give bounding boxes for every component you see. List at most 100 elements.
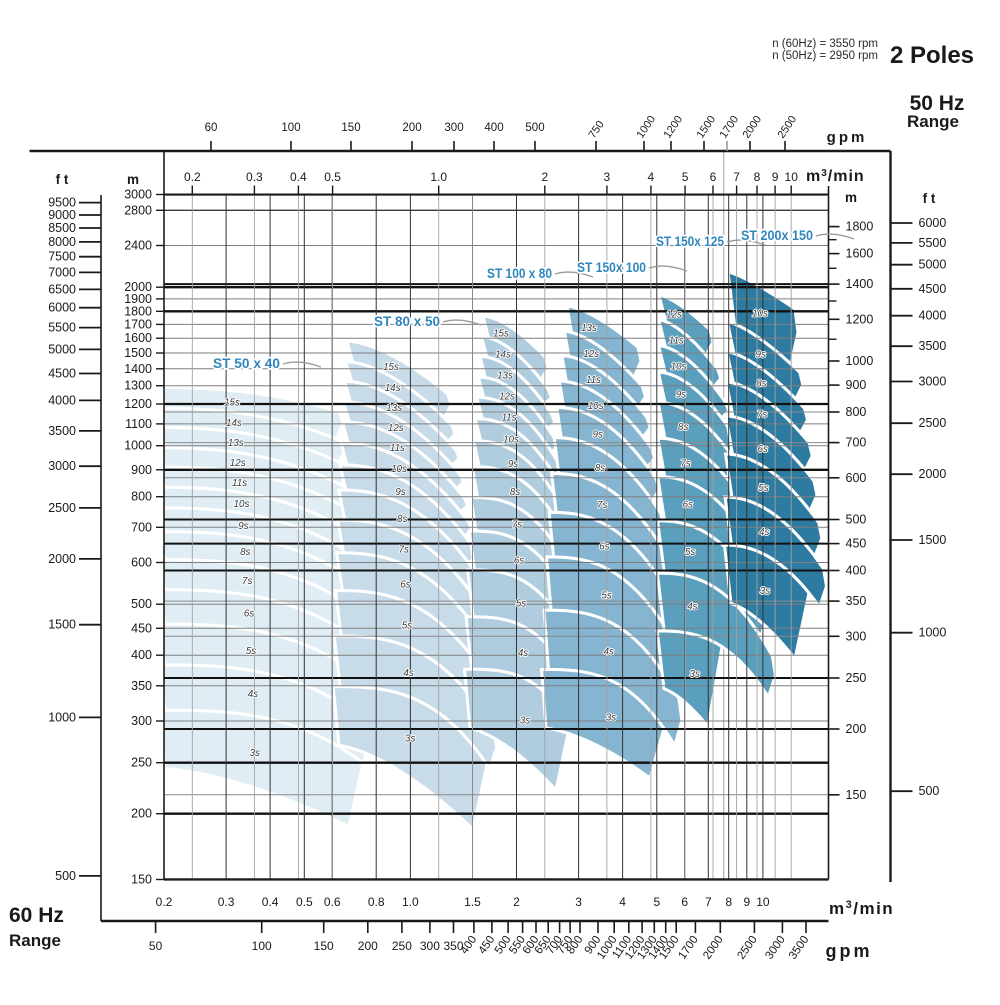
svg-text:gpm: gpm bbox=[826, 941, 873, 961]
svg-text:200: 200 bbox=[402, 122, 421, 134]
svg-text:150: 150 bbox=[846, 788, 867, 802]
svg-text:700: 700 bbox=[131, 520, 152, 534]
svg-text:150: 150 bbox=[314, 939, 334, 953]
svg-text:13s: 13s bbox=[581, 323, 597, 334]
svg-text:8: 8 bbox=[754, 170, 761, 184]
svg-text:0.3: 0.3 bbox=[218, 895, 235, 909]
svg-text:3: 3 bbox=[575, 895, 582, 909]
svg-text:250: 250 bbox=[846, 671, 867, 685]
svg-text:10s: 10s bbox=[752, 309, 768, 320]
svg-text:6s: 6s bbox=[244, 608, 254, 619]
svg-text:7500: 7500 bbox=[48, 250, 76, 264]
svg-text:6: 6 bbox=[710, 170, 717, 184]
svg-text:1800: 1800 bbox=[124, 304, 152, 318]
svg-text:150: 150 bbox=[341, 122, 360, 134]
svg-text:350: 350 bbox=[131, 679, 152, 693]
svg-text:9s: 9s bbox=[238, 521, 248, 532]
svg-text:8s: 8s bbox=[510, 487, 520, 498]
svg-text:1200: 1200 bbox=[846, 312, 874, 326]
svg-text:200: 200 bbox=[846, 722, 867, 736]
svg-text:4500: 4500 bbox=[48, 367, 76, 381]
svg-text:12s: 12s bbox=[583, 349, 599, 360]
svg-text:6s: 6s bbox=[400, 579, 410, 590]
svg-text:5s: 5s bbox=[685, 547, 695, 558]
svg-text:m: m bbox=[127, 172, 139, 187]
svg-text:15s: 15s bbox=[224, 397, 240, 408]
svg-text:400: 400 bbox=[846, 564, 867, 578]
svg-text:5: 5 bbox=[682, 170, 689, 184]
svg-text:gpm: gpm bbox=[827, 129, 868, 146]
svg-text:0.3: 0.3 bbox=[246, 170, 263, 184]
svg-text:300: 300 bbox=[131, 714, 152, 728]
svg-text:500: 500 bbox=[55, 869, 76, 883]
svg-text:800: 800 bbox=[846, 405, 867, 419]
svg-text:2500: 2500 bbox=[919, 416, 947, 430]
svg-text:7000: 7000 bbox=[48, 265, 76, 279]
svg-text:60 Hz: 60 Hz bbox=[9, 904, 64, 927]
svg-text:m3/min: m3/min bbox=[806, 168, 865, 186]
svg-text:1600: 1600 bbox=[124, 331, 152, 345]
svg-text:14s: 14s bbox=[495, 350, 511, 361]
svg-text:4s: 4s bbox=[687, 602, 697, 613]
svg-text:5s: 5s bbox=[601, 591, 611, 602]
svg-text:8s: 8s bbox=[756, 379, 766, 390]
svg-text:500: 500 bbox=[525, 122, 544, 134]
svg-text:10s: 10s bbox=[671, 362, 687, 373]
svg-text:350: 350 bbox=[846, 594, 867, 608]
svg-text:11s: 11s bbox=[586, 375, 601, 386]
svg-text:150: 150 bbox=[131, 873, 152, 887]
svg-text:8500: 8500 bbox=[48, 221, 76, 235]
svg-text:1700: 1700 bbox=[124, 317, 152, 331]
svg-text:400: 400 bbox=[484, 122, 503, 134]
svg-text:4s: 4s bbox=[518, 648, 528, 659]
svg-text:11s: 11s bbox=[390, 443, 405, 454]
svg-text:2000: 2000 bbox=[919, 467, 947, 481]
svg-text:500: 500 bbox=[846, 513, 867, 527]
svg-text:11s: 11s bbox=[669, 336, 684, 347]
svg-text:6s: 6s bbox=[599, 542, 609, 553]
svg-text:6: 6 bbox=[681, 895, 688, 909]
svg-text:5s: 5s bbox=[246, 646, 256, 657]
svg-text:ST 100 x 80: ST 100 x 80 bbox=[487, 266, 552, 281]
svg-text:5000: 5000 bbox=[48, 342, 76, 356]
svg-text:2: 2 bbox=[513, 895, 520, 909]
svg-text:ST 150x 125: ST 150x 125 bbox=[656, 234, 724, 249]
svg-text:2800: 2800 bbox=[124, 203, 152, 217]
svg-text:Range: Range bbox=[907, 112, 959, 131]
svg-text:7s: 7s bbox=[512, 519, 522, 530]
svg-text:14s: 14s bbox=[226, 418, 242, 429]
svg-text:4s: 4s bbox=[759, 527, 769, 538]
svg-text:ST 50 x 40: ST 50 x 40 bbox=[213, 356, 280, 371]
svg-text:900: 900 bbox=[131, 463, 152, 477]
svg-text:14s: 14s bbox=[385, 383, 401, 394]
svg-text:6000: 6000 bbox=[919, 216, 947, 230]
svg-text:7s: 7s bbox=[399, 545, 409, 556]
svg-text:9500: 9500 bbox=[48, 196, 76, 210]
svg-text:11s: 11s bbox=[232, 478, 247, 489]
svg-text:11s: 11s bbox=[501, 413, 516, 424]
svg-text:7: 7 bbox=[705, 895, 712, 909]
svg-text:6500: 6500 bbox=[48, 282, 76, 296]
svg-text:8s: 8s bbox=[678, 422, 688, 433]
svg-text:4000: 4000 bbox=[919, 309, 947, 323]
svg-text:50: 50 bbox=[149, 939, 163, 953]
svg-text:6s: 6s bbox=[758, 444, 768, 455]
svg-text:0.6: 0.6 bbox=[324, 895, 341, 909]
svg-text:f t: f t bbox=[923, 191, 936, 206]
svg-text:0.5: 0.5 bbox=[324, 170, 341, 184]
svg-text:1000: 1000 bbox=[124, 439, 152, 453]
svg-text:m: m bbox=[845, 190, 857, 205]
svg-text:3s: 3s bbox=[250, 748, 260, 759]
svg-text:2000: 2000 bbox=[124, 280, 152, 294]
svg-text:4000: 4000 bbox=[48, 393, 76, 407]
svg-text:0.4: 0.4 bbox=[262, 895, 279, 909]
svg-text:800: 800 bbox=[131, 490, 152, 504]
svg-text:6s: 6s bbox=[514, 556, 524, 567]
svg-text:1100: 1100 bbox=[125, 417, 152, 431]
svg-text:13s: 13s bbox=[386, 403, 402, 414]
svg-text:4: 4 bbox=[619, 895, 626, 909]
svg-text:100: 100 bbox=[281, 122, 300, 134]
svg-text:6s: 6s bbox=[683, 499, 693, 510]
svg-text:0.4: 0.4 bbox=[290, 170, 307, 184]
svg-text:0.5: 0.5 bbox=[296, 895, 313, 909]
